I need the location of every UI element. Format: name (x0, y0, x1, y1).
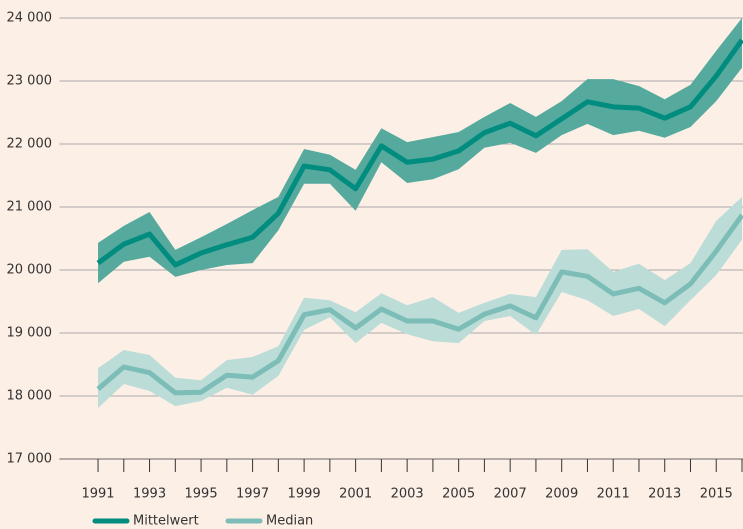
confidence-band (98, 18, 743, 284)
x-tick-label: 1997 (236, 487, 269, 502)
legend-label: Median (266, 514, 313, 529)
x-tick-label: 1991 (81, 487, 114, 502)
y-tick-label: 19 000 (7, 326, 53, 341)
line (96, 38, 743, 268)
x-tick-label: 2007 (494, 487, 527, 502)
y-tick-label: 23 000 (7, 74, 53, 89)
x-tick-label: 2013 (648, 487, 681, 502)
x-tick-label: 1993 (133, 487, 166, 502)
x-tick-label: 2009 (545, 487, 578, 502)
y-tick-label: 17 000 (7, 452, 53, 467)
x-tick-label: 1999 (288, 487, 321, 502)
confidence-band (98, 196, 743, 408)
x-tick-label: 2005 (442, 487, 475, 502)
x-tick-label: 2011 (597, 487, 630, 502)
x-tick-label: 2015 (700, 487, 733, 502)
y-tick-label: 21 000 (7, 200, 53, 215)
legend-label: Mittelwert (133, 514, 199, 529)
line (96, 213, 743, 396)
y-tick-label: 20 000 (7, 263, 53, 278)
x-tick-label: 2003 (391, 487, 424, 502)
x-tick-label: 2001 (339, 487, 372, 502)
y-tick-label: 22 000 (7, 137, 53, 152)
x-tick-label: 1995 (185, 487, 218, 502)
y-tick-label: 24 000 (7, 11, 53, 26)
y-tick-label: 18 000 (7, 389, 53, 404)
